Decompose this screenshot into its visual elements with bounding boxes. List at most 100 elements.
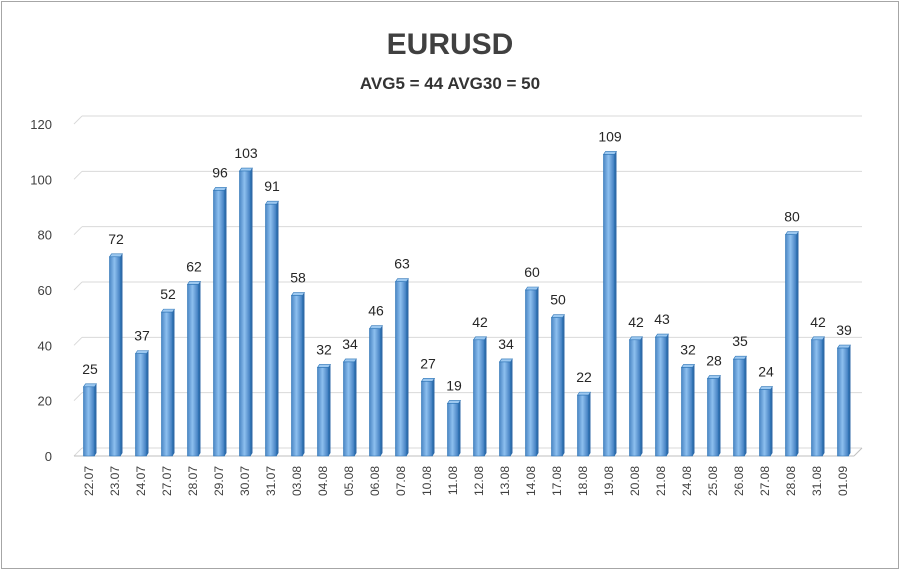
x-tick-label: 27.08	[758, 466, 772, 496]
chart-title: EURUSD	[386, 28, 514, 61]
bar-top	[82, 383, 98, 388]
bar-value-label: 25	[82, 361, 98, 377]
gridlines	[73, 115, 862, 457]
gridline-diag	[73, 226, 83, 236]
gridline-diag	[73, 115, 83, 125]
bar-top	[108, 253, 124, 258]
y-tick-label: 20	[38, 394, 52, 409]
bar-side	[276, 201, 279, 456]
x-tick-label: 30.07	[238, 466, 252, 496]
x-tick-label: 20.08	[628, 466, 642, 496]
y-tick-label: 0	[45, 449, 52, 464]
x-tick-label: 11.08	[446, 466, 460, 495]
bar	[239, 170, 251, 457]
bar-side	[354, 358, 357, 456]
axes: 0 20 40 60 80 100 120 22.07 23.07 24.07 27.07 28.07…	[30, 117, 863, 496]
bar-top	[680, 364, 696, 368]
bar-side	[328, 364, 331, 456]
x-tick-label: 18.08	[576, 466, 590, 496]
bar-side	[588, 392, 591, 456]
x-tick-label: 31.08	[810, 466, 824, 496]
bar	[447, 403, 459, 457]
y-tick-label: 40	[38, 338, 52, 353]
x-tick-label: 21.08	[654, 466, 668, 496]
bar-value-label: 22	[576, 369, 592, 385]
bar-side	[458, 400, 461, 456]
x-tick-label: 14.08	[524, 466, 538, 496]
x-tick-label: 03.08	[290, 466, 304, 496]
bar	[837, 347, 849, 457]
bar-value-label: 34	[342, 336, 358, 352]
bar-top	[264, 200, 280, 205]
bar	[759, 389, 771, 457]
bar-top	[212, 187, 228, 191]
bar-top	[186, 281, 202, 285]
x-tick-label: 17.08	[550, 466, 564, 496]
bar	[291, 295, 303, 457]
x-tick-label: 13.08	[498, 466, 512, 496]
bar	[317, 367, 329, 457]
bar	[733, 358, 745, 457]
gridline-diag	[73, 336, 83, 346]
bar-side	[224, 187, 227, 456]
x-tick-label: 29.07	[212, 466, 226, 496]
bar-value-label: 63	[394, 256, 410, 272]
bar	[577, 394, 589, 457]
bar-top	[368, 325, 384, 330]
bar	[707, 378, 719, 457]
bar-top	[706, 375, 722, 379]
bar	[811, 339, 823, 457]
bar-side	[250, 168, 253, 457]
bar	[135, 353, 147, 457]
bar	[265, 203, 277, 457]
bar-top	[810, 336, 826, 341]
y-tick-label: 60	[38, 283, 52, 298]
bar-top	[524, 286, 540, 291]
bar-value-label: 80	[784, 209, 800, 225]
bar-value-label: 42	[810, 314, 826, 330]
bar-value-label: 72	[108, 231, 124, 247]
bar-value-label: 24	[758, 364, 774, 380]
bar-value-label: 42	[472, 314, 488, 330]
x-tick-label: 22.07	[82, 466, 96, 496]
bar-side	[94, 383, 97, 456]
bar-side	[120, 253, 123, 456]
bar-top	[134, 350, 150, 354]
bar	[161, 311, 173, 457]
x-tick-label: 05.08	[342, 466, 356, 496]
x-tick-label: 31.07	[264, 466, 278, 496]
bar-side	[770, 386, 773, 456]
bar	[187, 284, 199, 457]
bar-side	[562, 314, 565, 456]
gridline-diag	[73, 281, 83, 291]
bar-top	[628, 336, 644, 341]
bar-top	[446, 400, 462, 404]
x-tick-label: 19.08	[602, 466, 616, 496]
bar	[629, 339, 641, 457]
bar-side	[484, 336, 487, 456]
x-tick-label: 25.08	[706, 466, 720, 496]
y-tick-label: 80	[38, 228, 52, 243]
x-tick-label: 26.08	[732, 466, 746, 496]
bar-value-label: 37	[134, 328, 150, 344]
bar-value-label: 62	[186, 258, 202, 274]
gridline-diag	[73, 447, 83, 457]
bar-value-label: 39	[836, 322, 852, 338]
bar-top	[498, 358, 514, 363]
bar	[395, 281, 407, 457]
bar-top	[836, 344, 852, 349]
bar-top	[758, 386, 774, 390]
bar-side	[640, 336, 643, 456]
bar	[109, 256, 121, 457]
bar	[473, 339, 485, 457]
x-tick-label: 07.08	[394, 466, 408, 496]
bar-value-label: 34	[498, 336, 514, 352]
bar	[551, 317, 563, 457]
bar-top	[550, 314, 566, 318]
bar-value-label: 42	[628, 314, 644, 330]
bar-top	[160, 308, 176, 313]
bar-value-label: 52	[160, 286, 176, 302]
data-labels: 25 72 37 52 62 96 103 91 58 32 34 46 63 27 19 42 34 60 50 2…	[82, 128, 852, 393]
bar	[83, 386, 95, 457]
